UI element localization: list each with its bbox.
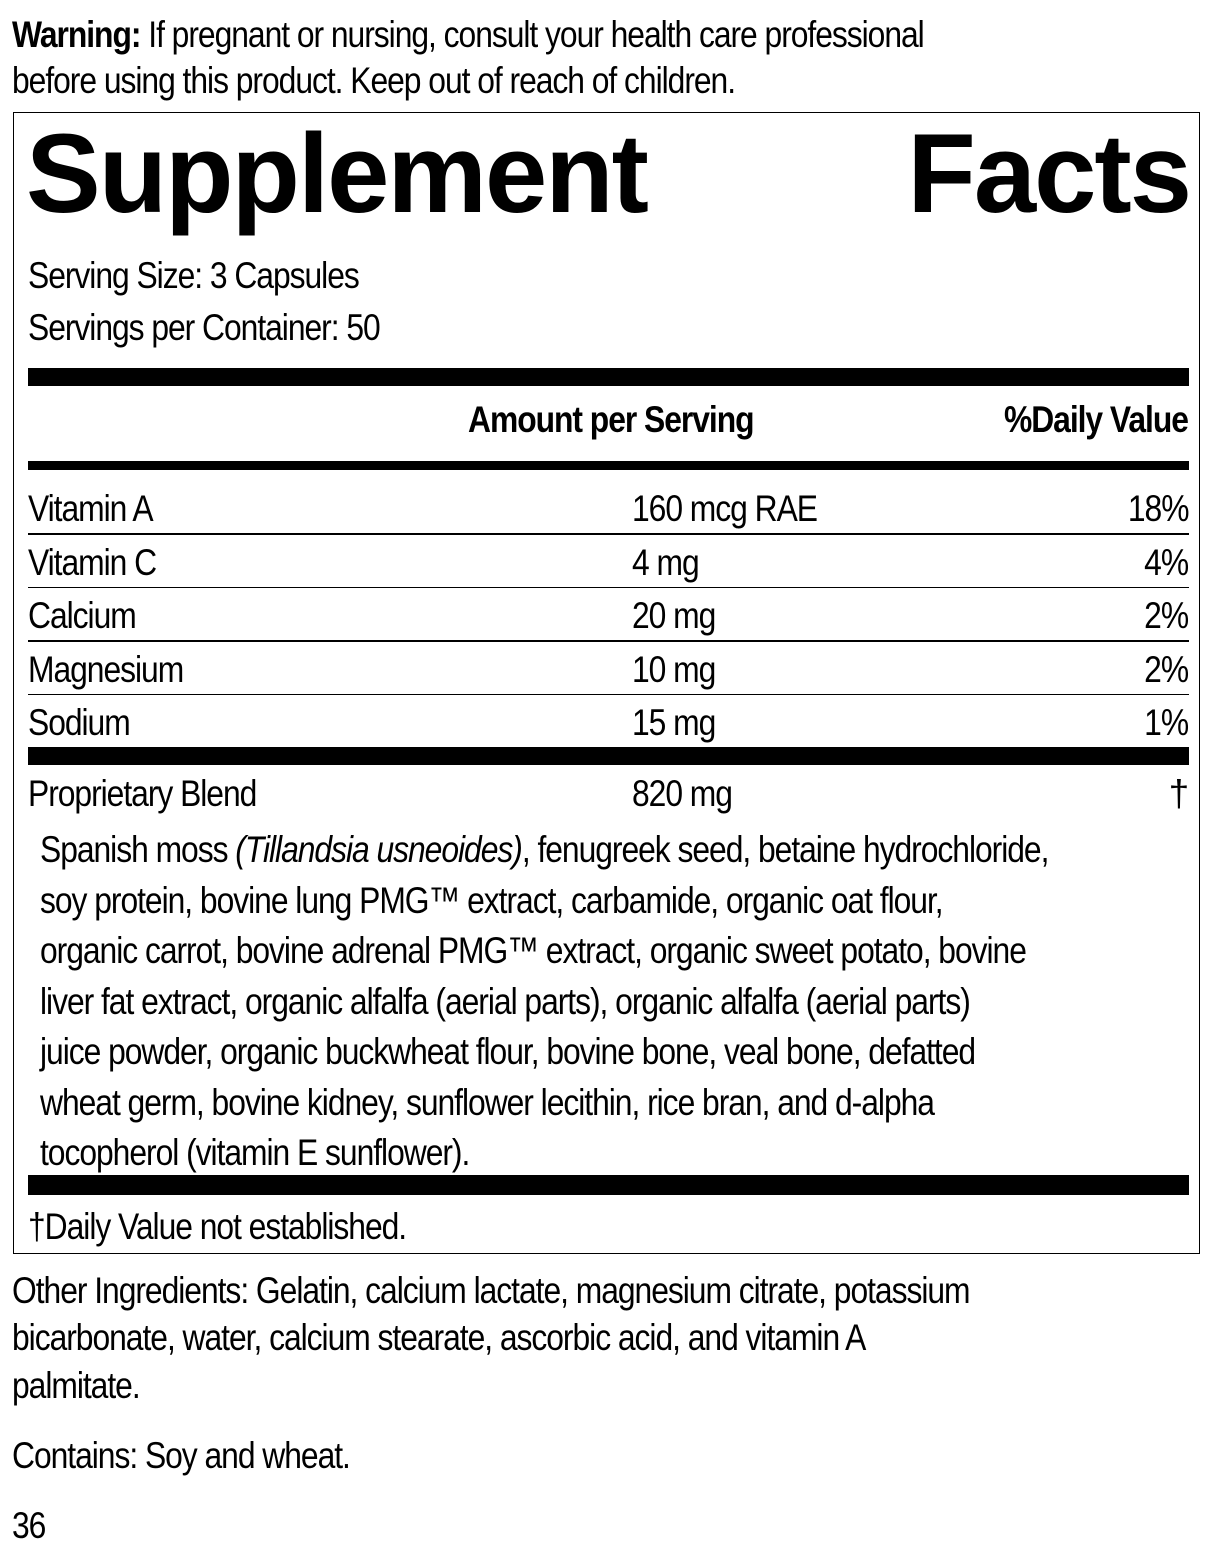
- nutrient-amount: 4 mg: [632, 541, 700, 583]
- servings-per-container: Servings per Container: 50: [28, 307, 381, 348]
- nutrient-amount: 15 mg: [632, 702, 716, 743]
- warning-text: If pregnant or nursing, consult your hea…: [148, 14, 924, 55]
- divider-thick: [28, 747, 1189, 765]
- nutrient-name: Calcium: [28, 595, 137, 636]
- other-ingredients-2: bicarbonate, water, calcium stearate, as…: [12, 1317, 866, 1358]
- divider-medium: [28, 461, 1189, 470]
- nutrient-daily-value: 4%: [1144, 541, 1189, 583]
- row-divider: [28, 693, 1189, 695]
- supplement-facts-box: [13, 112, 1200, 1254]
- row-divider: [28, 586, 1189, 588]
- divider-thick: [28, 368, 1189, 386]
- blend-amount: 820 mg: [632, 773, 733, 814]
- other-ingredients-1: Other Ingredients: Gelatin, calcium lact…: [12, 1270, 971, 1311]
- blend-dagger: †: [1168, 773, 1190, 814]
- blend-ingredients: Spanish moss (Tillandsia usneoides), fen…: [40, 829, 1049, 1173]
- nutrient-name: Vitamin A: [28, 488, 154, 529]
- other-ingredients-3: palmitate.: [12, 1365, 141, 1406]
- nutrient-daily-value: 18%: [1127, 488, 1189, 529]
- page-number: 36: [12, 1505, 46, 1546]
- blend-name: Proprietary Blend: [28, 773, 257, 814]
- nutrient-daily-value: 2%: [1144, 595, 1189, 636]
- nutrient-amount: 20 mg: [632, 595, 716, 636]
- warning-label: Warning:: [12, 14, 141, 55]
- serving-size: Serving Size: 3 Capsules: [28, 255, 360, 296]
- nutrient-name: Sodium: [28, 702, 131, 743]
- warning-line-2: before using this product. Keep out of r…: [12, 60, 736, 101]
- row-divider: [28, 640, 1189, 642]
- divider-thick: [28, 1175, 1189, 1195]
- nutrient-daily-value: 1%: [1144, 702, 1189, 743]
- footnote: †Daily Value not established.: [28, 1206, 407, 1247]
- contains-allergens: Contains: Soy and wheat.: [12, 1435, 351, 1476]
- nutrient-amount: 160 mcg RAE: [632, 488, 818, 529]
- nutrient-name: Vitamin C: [28, 541, 157, 583]
- header-daily-value: %Daily Value: [1004, 399, 1189, 440]
- nutrient-amount: 10 mg: [632, 648, 716, 690]
- row-divider: [28, 533, 1189, 535]
- header-amount: Amount per Serving: [468, 399, 755, 440]
- nutrient-name: Magnesium: [28, 648, 184, 690]
- warning-line-1: Warning: If pregnant or nursing, consult…: [12, 16, 1072, 53]
- facts-title: Supplement Facts: [26, 111, 1192, 236]
- nutrient-daily-value: 2%: [1144, 648, 1189, 690]
